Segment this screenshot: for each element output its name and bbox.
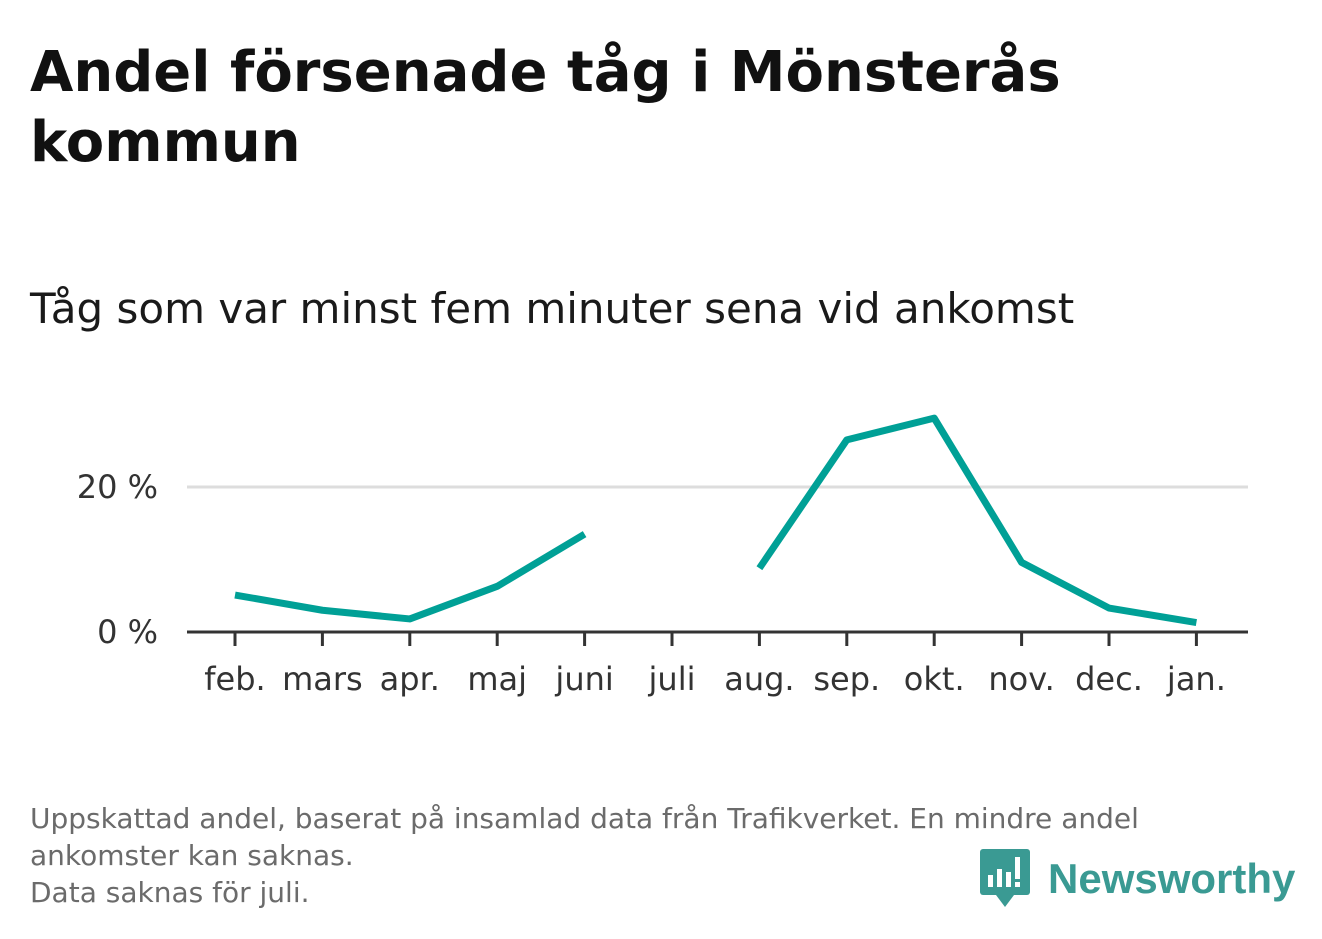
x-tick-label: feb. [204,660,265,698]
y-tick-label: 0 % [97,613,158,651]
x-tick-label: sep. [813,660,880,698]
x-tick-label: nov. [988,660,1054,698]
x-axis-labels: feb. mars apr. maj juni juli aug. sep. okt. nov. d… [204,660,1226,698]
brand-logo: Newsworthy [980,848,1295,910]
brand-name: Newsworthy [1048,855,1296,902]
footnote-line-1: Uppskattad andel, baserat på insamlad da… [30,802,1139,835]
y-tick-label: 20 % [77,468,158,506]
x-axis [187,630,1248,646]
footnote-line-2: ankomster kan saknas. [30,839,354,872]
line-segment [756,414,1197,627]
x-tick-label: dec. [1075,660,1143,698]
x-tick-label: aug. [724,660,794,698]
x-tick-label: maj [467,660,527,698]
x-tick-label: juli [648,660,696,698]
chart-title: Andel försenade tåg i Mönsterås kommun [30,40,1061,175]
x-tick-label: okt. [904,660,965,698]
chart-subtitle: Tåg som var minst fem minuter sena vid a… [30,284,1075,333]
line-segment [234,531,587,623]
x-tick-label: juni [554,660,613,698]
newsworthy-logo-icon [980,849,1030,907]
y-axis-labels: 0 % 20 % [77,468,158,651]
series-layer [234,414,1197,627]
x-tick-label: apr. [380,660,440,698]
x-tick-label: jan. [1166,660,1226,698]
series-line [234,414,1197,627]
footnote: Uppskattad andel, baserat på insamlad da… [30,800,1280,911]
x-tick-label: mars [282,660,363,698]
footnote-line-3: Data saknas för juli. [30,876,310,909]
